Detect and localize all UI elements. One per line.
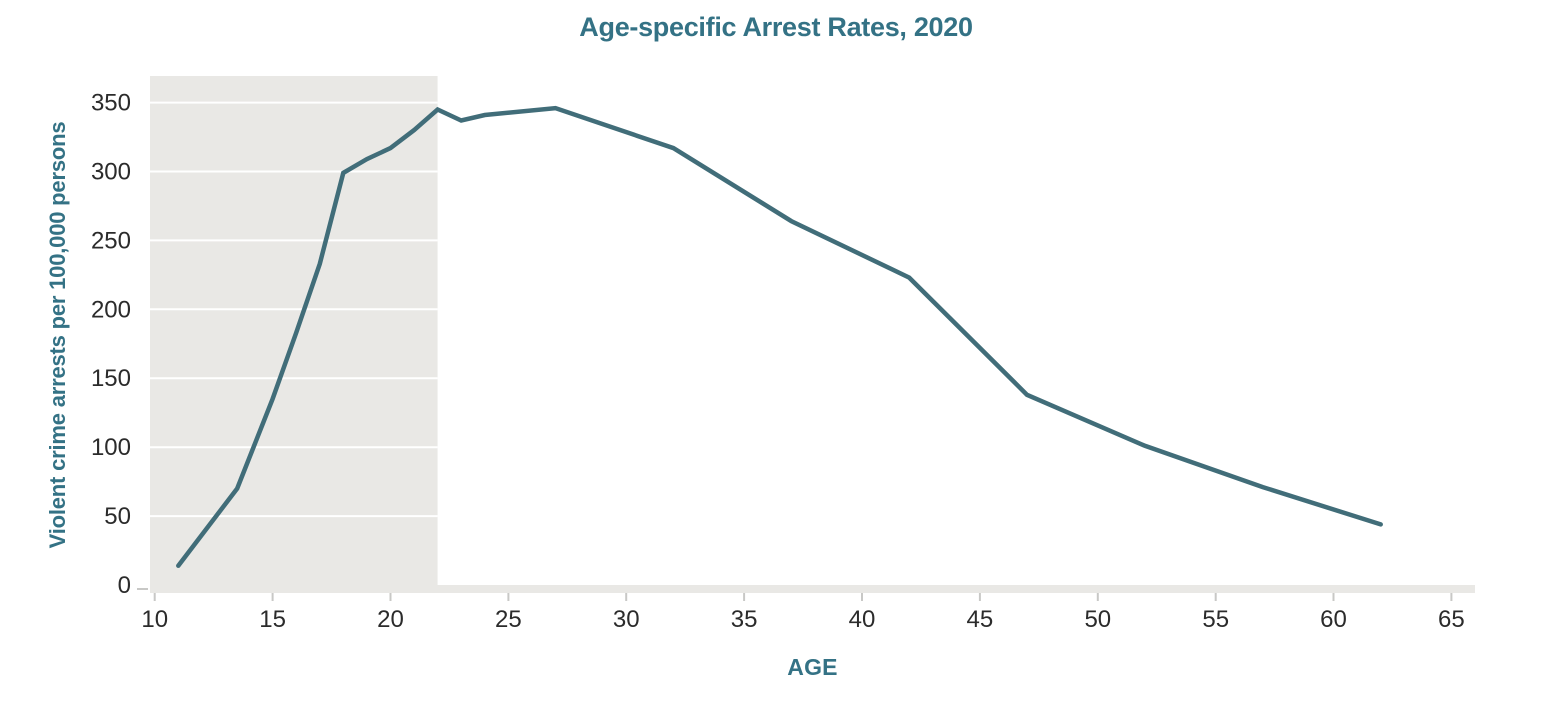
chart-title: Age-specific Arrest Rates, 2020 xyxy=(579,12,973,42)
x-tick-label-20: 20 xyxy=(377,606,404,633)
x-tick-label-30: 30 xyxy=(613,606,640,633)
x-axis-title: AGE xyxy=(787,654,838,680)
y-tick-label-100: 100 xyxy=(91,434,131,461)
y-tick-label-250: 250 xyxy=(91,227,131,254)
x-tick-label-15: 15 xyxy=(259,606,286,633)
x-axis-line xyxy=(150,585,1475,593)
y-tick-label-0: 0 xyxy=(118,572,131,599)
y-tick-label-150: 150 xyxy=(91,365,131,392)
arrest-rate-line xyxy=(176,105,1383,568)
x-tick-label-65: 65 xyxy=(1438,606,1465,633)
x-tick-label-10: 10 xyxy=(141,606,168,633)
y-tick-label-50: 50 xyxy=(104,503,131,530)
x-tick-label-55: 55 xyxy=(1202,606,1229,633)
x-tick-label-40: 40 xyxy=(849,606,876,633)
x-tick-label-45: 45 xyxy=(967,606,994,633)
x-tick-label-50: 50 xyxy=(1084,606,1111,633)
y-tick-label-200: 200 xyxy=(91,296,131,323)
x-tick-label-60: 60 xyxy=(1320,606,1347,633)
x-tick-label-25: 25 xyxy=(495,606,522,633)
y-tick-label-300: 300 xyxy=(91,159,131,186)
y-tick-label-350: 350 xyxy=(91,90,131,117)
y-axis-title: Violent crime arrests per 100,000 person… xyxy=(45,121,70,549)
x-tick-label-35: 35 xyxy=(731,606,758,633)
